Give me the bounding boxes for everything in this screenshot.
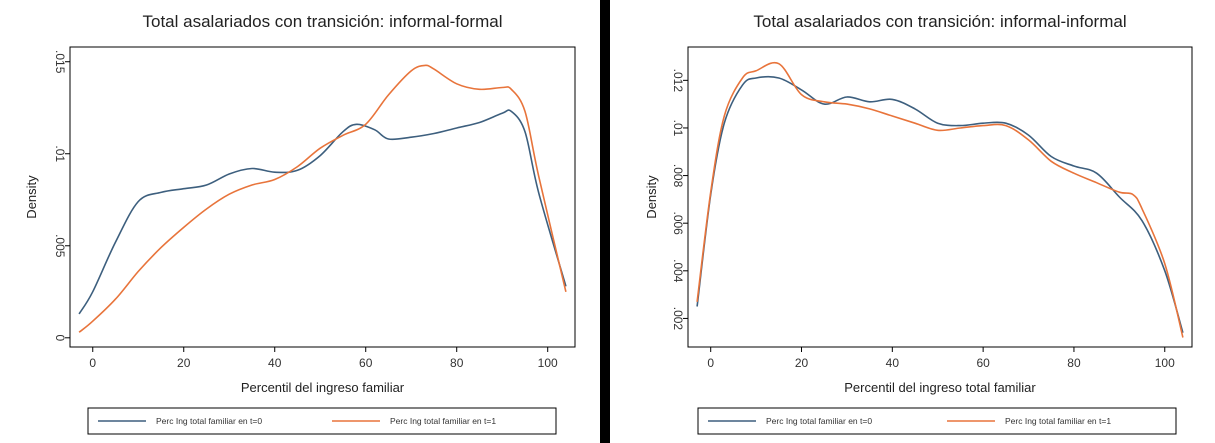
legend-label-t1: Perc Ing total familiar en t=1 <box>1005 416 1111 426</box>
y-axis-title: Density <box>24 175 39 219</box>
legend-label-t1: Perc Ing total familiar en t=1 <box>390 416 496 426</box>
y-tick-label: .006 <box>671 212 685 236</box>
density-chart-informal-informal: Total asalariados con transición: inform… <box>644 12 1193 435</box>
chart-panel-right: Total asalariados con transición: inform… <box>610 0 1215 443</box>
x-tick-label: 0 <box>89 356 96 370</box>
chart-title: Total asalariados con transición: inform… <box>753 12 1126 31</box>
density-chart-informal-formal: Total asalariados con transición: inform… <box>24 12 576 435</box>
plot-area <box>69 46 576 348</box>
series-line-t0 <box>696 76 1184 333</box>
x-tick-label: 0 <box>707 356 714 370</box>
y-tick-label: .008 <box>671 164 685 188</box>
legend-label-t0: Perc Ing total familiar en t=0 <box>156 416 262 426</box>
x-tick-label: 20 <box>795 356 809 370</box>
legend-label-t0: Perc Ing total familiar en t=0 <box>766 416 872 426</box>
y-tick-label: .004 <box>671 259 685 283</box>
legend-box <box>697 407 1177 435</box>
series-line-t1 <box>696 61 1184 338</box>
y-tick-label: 0 <box>53 334 67 341</box>
y-tick-label: .012 <box>671 69 685 93</box>
x-axis-title: Percentil del ingreso familiar <box>241 380 405 395</box>
chart-title: Total asalariados con transición: inform… <box>143 12 503 31</box>
x-tick-label: 20 <box>177 356 191 370</box>
x-tick-label: 80 <box>1067 356 1081 370</box>
y-tick-label: .002 <box>671 307 685 331</box>
y-axis-title: Density <box>644 175 659 219</box>
x-tick-label: 40 <box>886 356 900 370</box>
x-tick-label: 80 <box>450 356 464 370</box>
y-tick-label: .01 <box>671 120 685 137</box>
plot-area <box>687 46 1193 348</box>
chart-panel-left: Total asalariados con transición: inform… <box>0 0 600 443</box>
y-tick-label: .01 <box>53 145 67 162</box>
series-line-t0 <box>78 109 567 315</box>
series-line-t1 <box>78 64 567 333</box>
x-tick-label: 40 <box>268 356 282 370</box>
y-tick-label: .015 <box>53 50 67 74</box>
legend-box <box>87 407 557 435</box>
x-tick-label: 60 <box>359 356 373 370</box>
x-tick-label: 60 <box>976 356 990 370</box>
y-tick-label: .005 <box>53 234 67 258</box>
x-axis-title: Percentil del ingreso total familiar <box>844 380 1036 395</box>
x-tick-label: 100 <box>1155 356 1175 370</box>
x-tick-label: 100 <box>538 356 558 370</box>
